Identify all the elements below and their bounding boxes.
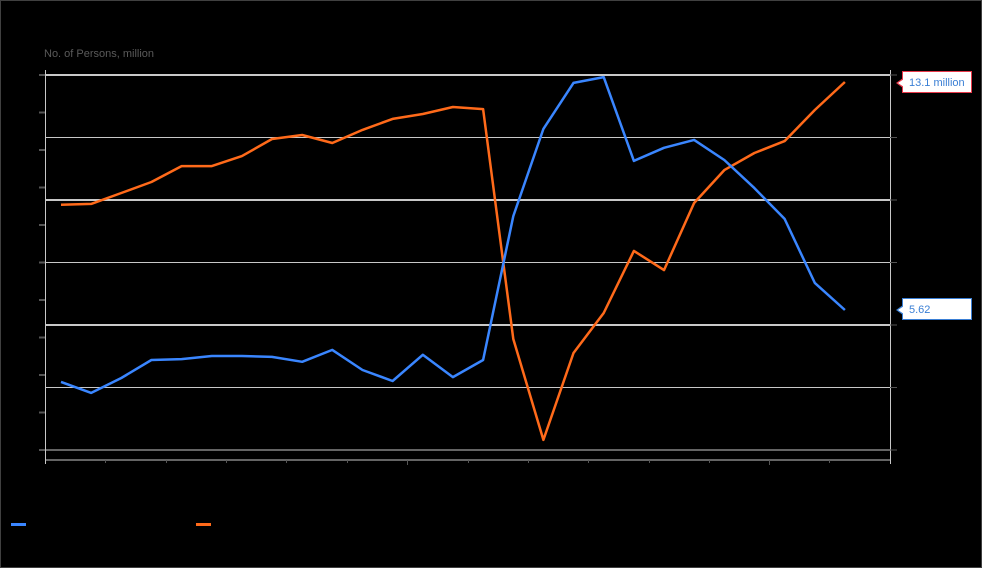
y-axis-right xyxy=(890,70,897,464)
end-value-callout-orange: 13.1 million xyxy=(896,71,972,93)
x-axis xyxy=(45,459,890,465)
legend-swatch-orange xyxy=(196,522,211,526)
series-line-orange xyxy=(60,81,846,442)
legend-item-orange[interactable] xyxy=(196,516,217,532)
y-axis-left xyxy=(39,70,46,464)
legend-swatch-blue xyxy=(11,522,26,526)
chart-legend xyxy=(0,516,982,532)
legend-item-blue[interactable] xyxy=(11,516,32,532)
end-value-callout-blue: 5.62 xyxy=(896,298,972,320)
series-line-blue xyxy=(60,75,846,395)
gridlines xyxy=(45,74,890,451)
y-axis-title: No. of Persons, million xyxy=(44,48,155,60)
